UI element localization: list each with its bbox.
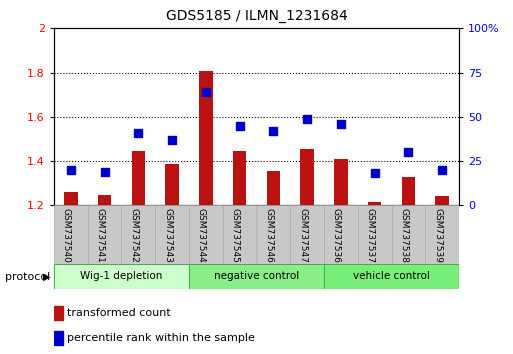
Point [303,116,311,121]
Point [269,128,278,134]
Text: GSM737544: GSM737544 [197,208,206,262]
Bar [233,151,246,205]
Bar [189,264,324,289]
Text: negative control: negative control [214,272,299,281]
Text: GSM737542: GSM737542 [129,208,139,262]
Bar [368,202,382,205]
Bar [122,205,155,264]
Text: GSM737546: GSM737546 [264,208,273,263]
Text: transformed count: transformed count [67,308,171,318]
Bar [54,264,189,289]
Point [101,169,109,175]
Text: ▶: ▶ [43,272,50,282]
Bar [98,195,111,205]
Point [404,149,412,155]
Text: protocol: protocol [5,272,50,282]
Point [370,171,379,176]
Bar [189,205,223,264]
Bar [64,192,77,205]
Bar [301,149,314,205]
Text: GSM737545: GSM737545 [231,208,240,263]
Text: percentile rank within the sample: percentile rank within the sample [67,332,255,343]
Bar [436,196,449,205]
Bar [165,164,179,205]
Bar [425,205,459,264]
Text: GSM737547: GSM737547 [298,208,307,263]
Point [337,121,345,127]
Text: GSM737537: GSM737537 [366,208,374,263]
Bar [267,171,280,205]
Text: GSM737541: GSM737541 [95,208,105,263]
Bar [223,205,256,264]
Bar [324,264,459,289]
Point [67,167,75,173]
Bar [54,331,63,344]
Text: GSM737539: GSM737539 [433,208,442,263]
Point [438,167,446,173]
Text: GSM737543: GSM737543 [163,208,172,263]
Bar [290,205,324,264]
Bar [391,205,425,264]
Bar [54,306,63,320]
Text: GSM737536: GSM737536 [332,208,341,263]
Bar [131,151,145,205]
Text: vehicle control: vehicle control [353,272,430,281]
Bar [402,177,415,205]
Text: GSM737540: GSM737540 [62,208,71,263]
Bar [54,205,88,264]
Bar [358,205,391,264]
Bar [256,205,290,264]
Point [202,89,210,95]
Bar [324,205,358,264]
Point [235,123,244,129]
Bar [88,205,122,264]
Text: Wig-1 depletion: Wig-1 depletion [80,272,163,281]
Bar [199,72,212,205]
Point [134,130,143,136]
Point [168,137,176,143]
Bar [334,159,348,205]
Text: GSM737538: GSM737538 [400,208,408,263]
Text: GDS5185 / ILMN_1231684: GDS5185 / ILMN_1231684 [166,9,347,23]
Bar [155,205,189,264]
